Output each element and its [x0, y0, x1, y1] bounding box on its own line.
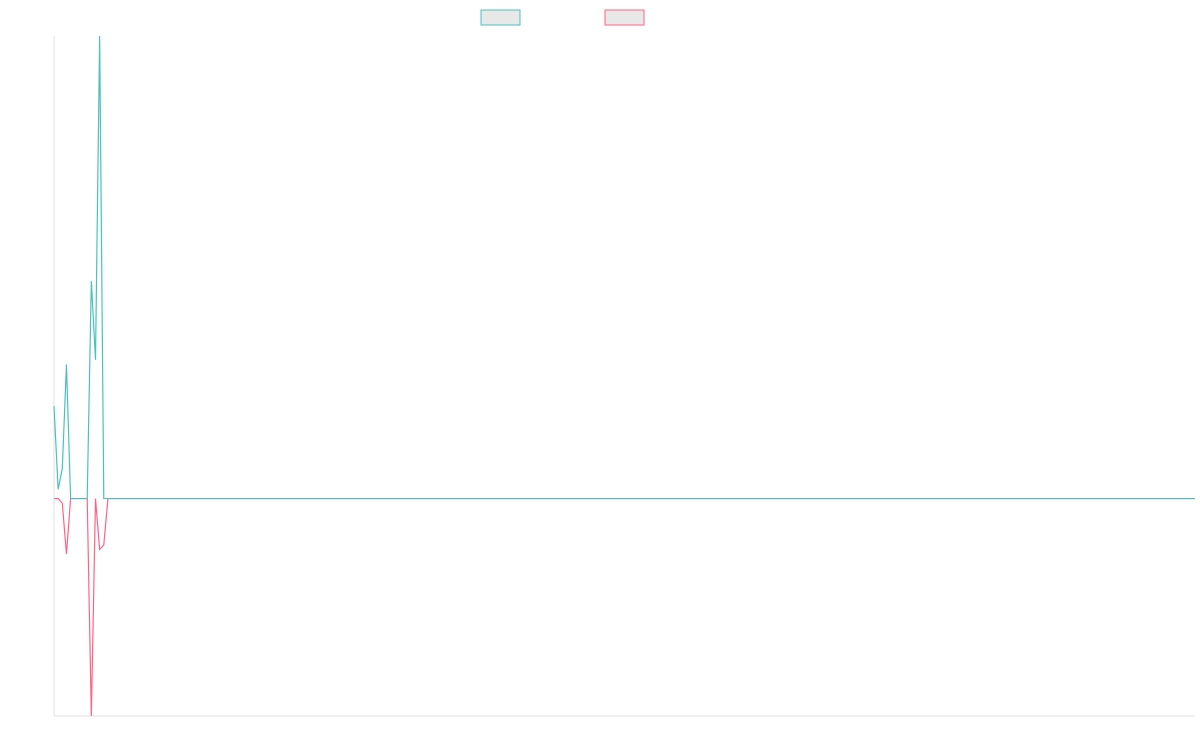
- series-line: [53, 35, 1195, 500]
- legend-swatch[interactable]: [604, 9, 645, 26]
- series-line: [54, 497, 1195, 717]
- legend-swatch[interactable]: [480, 9, 521, 26]
